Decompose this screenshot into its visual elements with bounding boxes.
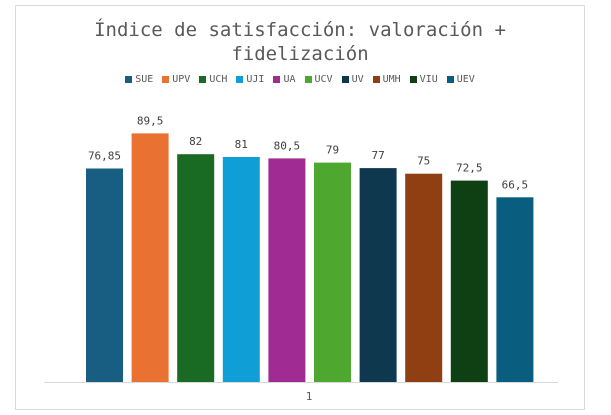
bar-uv [359,168,397,382]
legend-swatch [409,76,417,83]
legend-item-umh: UMH [372,74,401,85]
bar-viu [450,180,488,382]
legend-label: UA [283,74,296,85]
legend-swatch [125,76,133,83]
data-label-uev: 66,5 [502,178,529,191]
legend-item-uji: UJI [236,74,264,85]
legend-item-uch: UCH [199,74,227,85]
bar-ua [268,158,306,382]
legend-item-uv: UV [341,74,364,85]
legend-swatch [273,76,281,83]
data-label-ua: 80,5 [274,139,301,152]
bar-upv [131,133,169,382]
legend-item-ucv: UCV [304,74,333,85]
bar-uji [222,157,260,382]
data-label-viu: 72,5 [456,162,483,175]
legend-swatch [236,76,244,83]
legend-item-ua: UA [273,74,296,85]
data-label-uji: 81 [235,138,248,151]
legend-label: UV [351,74,364,85]
legend-label: UEV [456,74,475,85]
legend-swatch [446,76,454,83]
legend-label: UJI [246,74,265,85]
bar-sue [86,168,123,382]
legend-item-sue: SUE [125,74,153,85]
x-tick-label: 1 [306,390,313,403]
plot-area: 76,85 89,5 82 81 80,5 79 77 75 72,5 66,5 1 [44,114,558,403]
legend-label: SUE [135,74,154,85]
legend-swatch [162,76,170,83]
legend-label: UCV [314,74,333,85]
data-label-uv: 77 [371,149,384,162]
legend-swatch [341,76,349,83]
data-label-ucv: 79 [326,144,339,157]
bar-uev [496,197,534,382]
legend: SUE UPV UCH UJI UA UCV UV UMH VIU UEV [16,74,584,85]
chart-title: Índice de satisfacción: valoración + fide… [94,19,506,65]
legend-item-viu: VIU [409,74,438,85]
legend-swatch [372,76,380,83]
data-label-uch: 82 [189,135,202,148]
legend-swatch [199,76,207,83]
bar-ucv [314,162,351,382]
legend-swatch [304,76,312,83]
legend-item-uev: UEV [446,74,475,85]
legend-label: UMH [382,74,401,85]
legend-item-upv: UPV [162,74,190,85]
data-label-sue: 76,85 [88,150,121,163]
legend-label: UPV [172,74,191,85]
data-label-umh: 75 [417,155,430,168]
bar-uch [177,154,215,382]
data-label-upv: 89,5 [137,114,164,127]
legend-label: UCH [209,74,228,85]
legend-label: VIU [419,74,438,85]
bar-umh [405,173,443,382]
chart-area: Índice de satisfacción: valoración + fide… [15,5,585,410]
